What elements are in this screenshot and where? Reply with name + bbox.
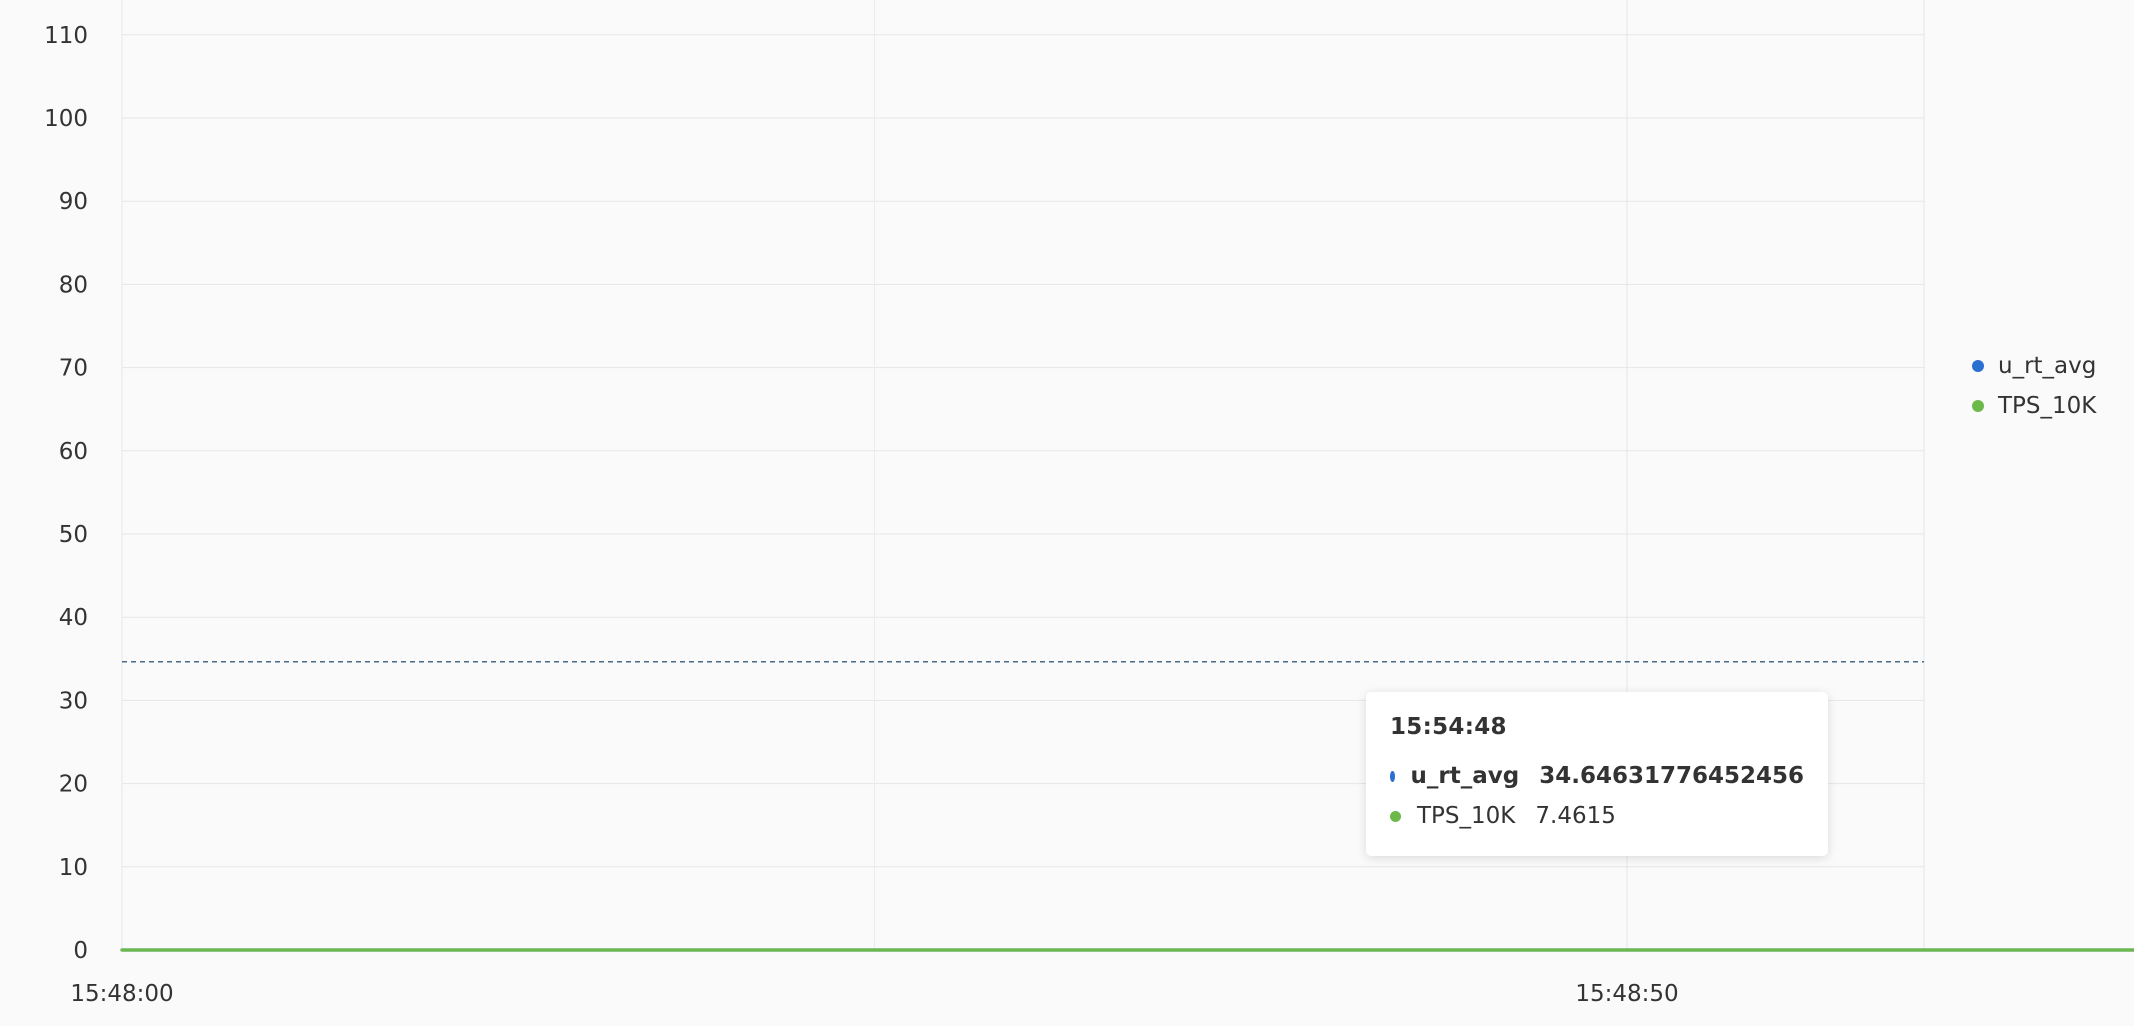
tooltip-value-tps-10k: 7.4615 [1535,803,1616,829]
tooltip-name-tps-10k: TPS_10K [1417,803,1516,829]
legend: u_rt_avg TPS_10K [1972,346,2096,426]
tooltip-value-u-rt-avg: 34.64631776452456 [1539,763,1804,789]
tooltip-name-u-rt-avg: u_rt_avg [1410,763,1520,789]
y-tick-label-0: 0 [73,938,88,964]
legend-label-u-rt-avg: u_rt_avg [1998,353,2097,379]
legend-item-tps-10k[interactable]: TPS_10K [1972,386,2096,426]
tooltip-title: 15:54:48 [1390,714,1507,740]
series-line-tps-10k [120,948,2134,952]
tooltip: 15:54:48 u_rt_avg 34.64631776452456 TPS_… [1366,692,1828,856]
tooltip-dot-u-rt-avg [1390,770,1395,782]
legend-label-tps-10k: TPS_10K [1998,393,2097,419]
y-tick-label-80: 80 [59,272,88,298]
series-line-u-rt-avg [120,948,2134,952]
legend-dot-tps-10k [1972,400,1984,412]
gridlines [121,0,1925,951]
y-tick-label-20: 20 [59,772,88,798]
legend-item-u-rt-avg[interactable]: u_rt_avg [1972,346,2096,386]
y-tick-label-50: 50 [59,522,88,548]
y-tick-label-110: 110 [44,23,88,49]
x-tick-label-1: 15:48:50 [1575,981,1678,1007]
y-tick-label-90: 90 [59,189,88,215]
tooltip-row-u-rt-avg: u_rt_avg 34.64631776452456 [1390,756,1804,796]
y-tick-label-100: 100 [44,106,88,132]
area-fills [122,0,2134,950]
series-lines [120,948,2134,952]
area-u-rt-avg [122,0,2134,950]
y-tick-label-10: 10 [59,855,88,881]
crosshair [122,660,1924,663]
y-tick-label-40: 40 [59,605,88,631]
y-tick-label-60: 60 [59,439,88,465]
tooltip-dot-tps-10k [1390,810,1401,822]
y-tick-label-30: 30 [59,688,88,714]
y-tick-label-70: 70 [59,356,88,382]
y-axis: 0 10 20 30 40 50 60 70 80 90 100 110 [44,23,88,964]
legend-dot-u-rt-avg [1972,360,1984,372]
x-axis: 15:48:0015:48:5015:49:4015:50:3015:51:20… [70,981,1678,1007]
tooltip-row-tps-10k: TPS_10K 7.4615 [1390,796,1804,836]
x-tick-label-0: 15:48:00 [70,981,173,1007]
